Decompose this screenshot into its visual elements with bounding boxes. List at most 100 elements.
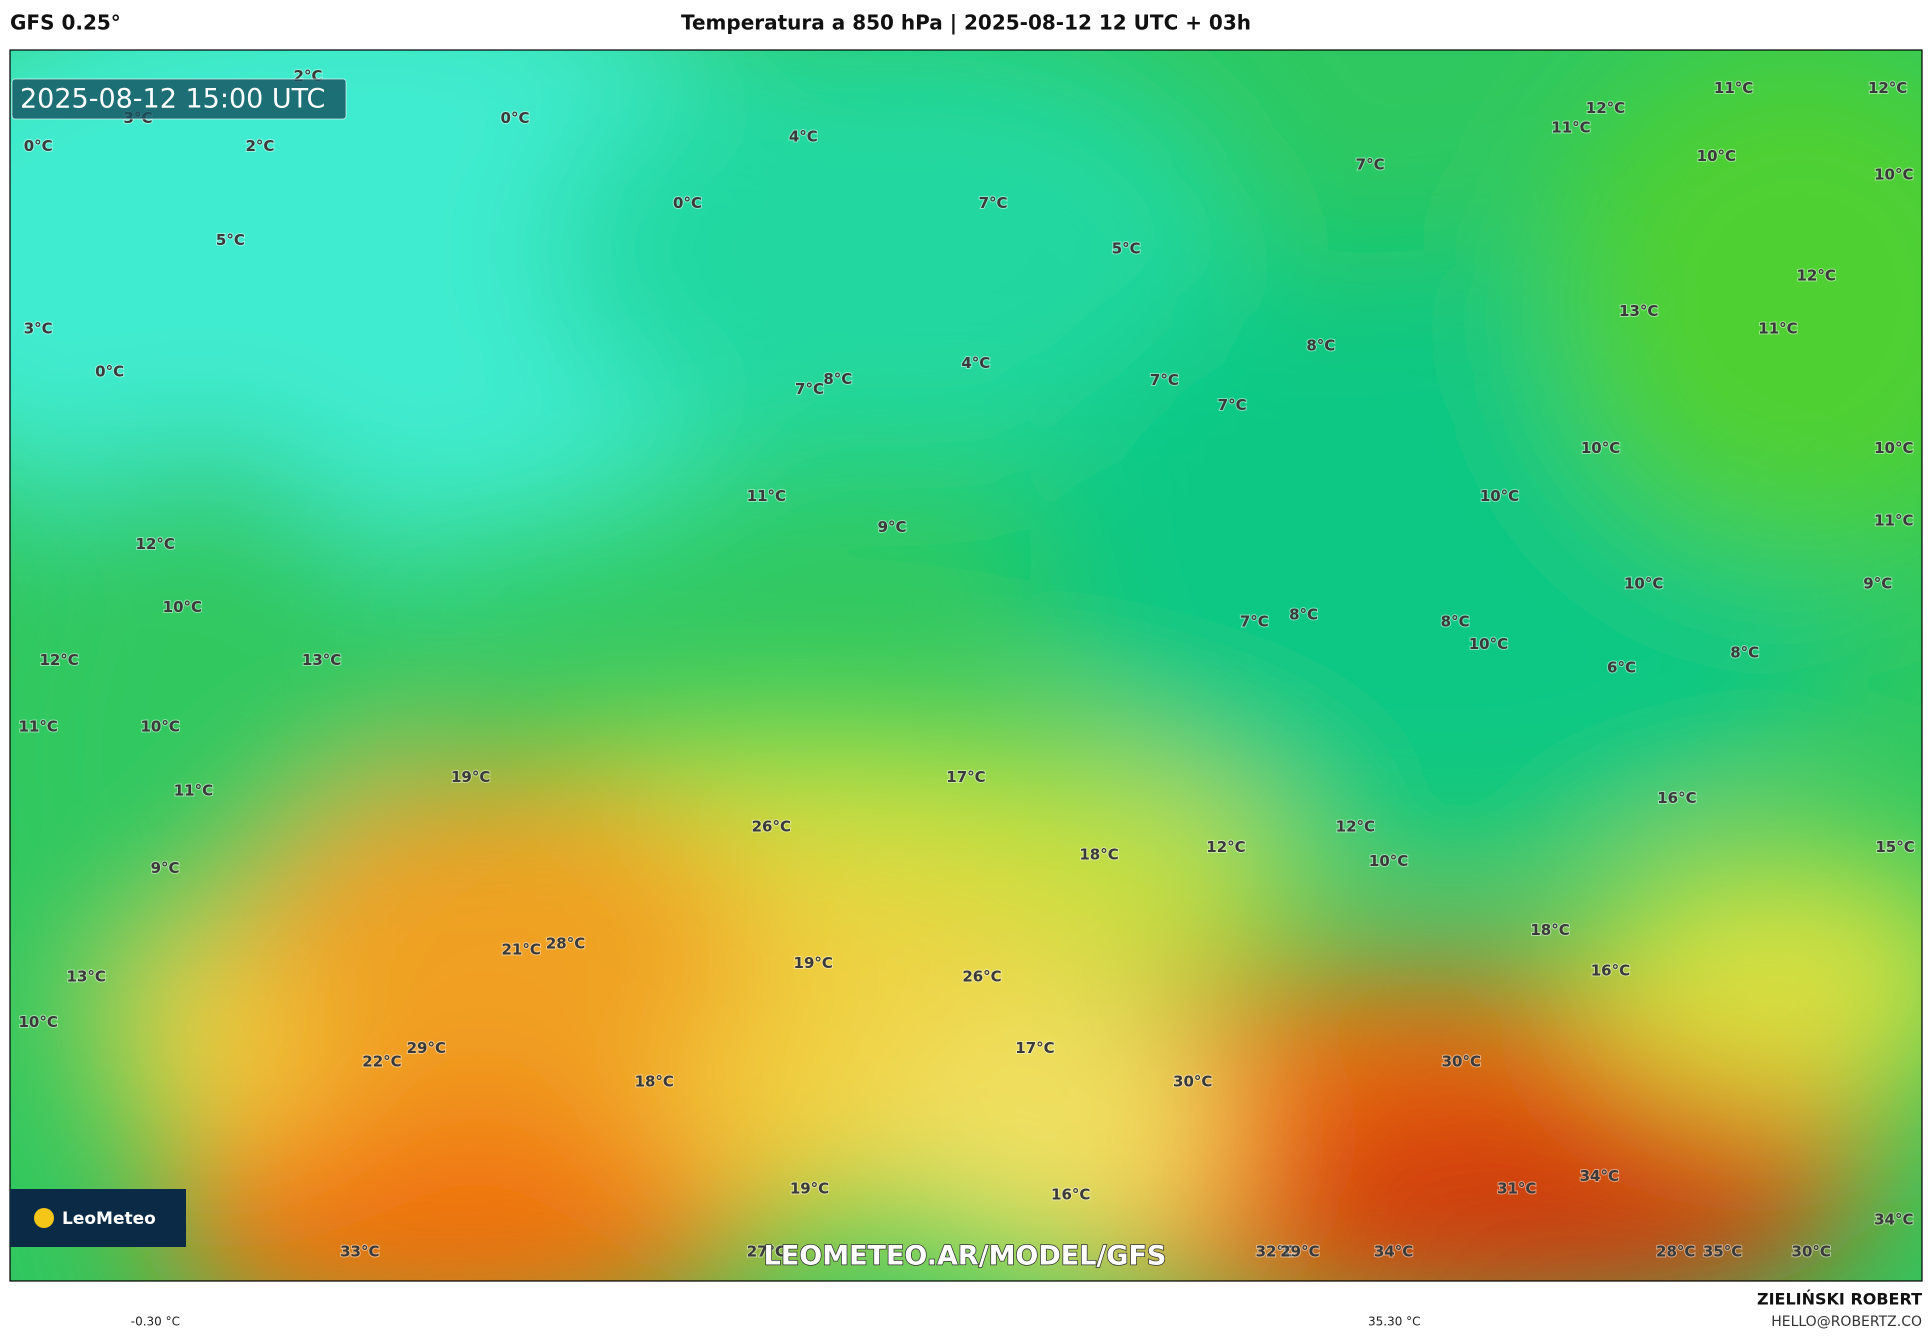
temperature-label: 29°C (407, 1039, 446, 1057)
author: ZIELIŃSKI ROBERT (1757, 1290, 1922, 1309)
temperature-label: 16°C (1657, 789, 1696, 807)
temperature-label: 7°C (979, 194, 1008, 212)
temperature-label: 30°C (1442, 1053, 1481, 1071)
temperature-label: 9°C (1863, 575, 1892, 593)
temperature-label: 11°C (19, 717, 58, 735)
temperature-label: 10°C (1697, 147, 1736, 165)
temperature-label: 16°C (1051, 1186, 1090, 1204)
temperature-label: 18°C (1530, 921, 1569, 939)
temperature-label: 30°C (1792, 1242, 1831, 1260)
temperature-label: 0°C (501, 109, 530, 127)
temperature-label: 13°C (302, 651, 341, 669)
temperature-label: 4°C (789, 127, 818, 145)
logo-sun (34, 1208, 54, 1228)
temperature-label: 5°C (216, 231, 245, 249)
temperature-label: 22°C (362, 1053, 401, 1071)
temperature-label: 10°C (1874, 439, 1913, 457)
timestamp-box (11, 78, 347, 120)
temperature-labels: 2°C3°C0°C0°C2°C4°C0°C7°C7°C5°C5°C3°C0°C4… (18, 66, 1916, 1261)
temperature-label: 18°C (1079, 846, 1118, 864)
temperature-label: 12°C (1336, 817, 1375, 835)
temperature-label: 8°C (1306, 337, 1335, 355)
field-max: 35.30 °C (1368, 1315, 1421, 1329)
temperature-label: 12°C (136, 535, 175, 553)
temperature-label: 8°C (1441, 613, 1470, 631)
watermark: LEOMETEO.AR/MODEL/GFS (764, 1241, 1167, 1272)
temperature-label: 10°C (163, 598, 202, 616)
temperature-label: 28°C (1656, 1242, 1695, 1260)
temperature-label: 31°C (1497, 1180, 1536, 1198)
temperature-label: 12°C (1868, 79, 1907, 97)
temperature-label: 7°C (1218, 396, 1247, 414)
temperature-label: 19°C (794, 954, 833, 972)
temperature-label: 15°C (1875, 838, 1914, 856)
temperature-label: 7°C (1150, 371, 1179, 389)
map-frame (9, 49, 1923, 1282)
temperature-label: 5°C (1112, 239, 1141, 257)
temperature-label: 12°C (1796, 267, 1835, 285)
temperature-label: 34°C (1580, 1167, 1619, 1185)
temperature-label: 11°C (1714, 79, 1753, 97)
temperature-label: 6°C (1607, 658, 1636, 676)
temperature-label: 10°C (140, 717, 179, 735)
field-min: -0.30 °C (131, 1315, 180, 1329)
temperature-label: 10°C (19, 1013, 58, 1031)
temperature-label: 10°C (1480, 487, 1519, 505)
temperature-label: 17°C (1015, 1039, 1054, 1057)
temperature-label: 3°C (24, 319, 53, 337)
temperature-label: 7°C (1356, 156, 1385, 174)
temperature-label: 21°C (502, 940, 541, 958)
temperature-label: 0°C (24, 137, 53, 155)
temperature-label: 26°C (962, 968, 1001, 986)
temperature-label: 34°C (1874, 1210, 1913, 1228)
temperature-label: 12°C (1206, 838, 1245, 856)
temperature-label: 30°C (1173, 1072, 1212, 1090)
temperature-label: 35°C (1703, 1242, 1742, 1260)
temperature-label: 13°C (1619, 302, 1658, 320)
temperature-label: 17°C (946, 768, 985, 786)
temperature-label: 19°C (790, 1180, 829, 1198)
temperature-label: 0°C (673, 194, 702, 212)
temperature-label: 10°C (1469, 635, 1508, 653)
temperature-label: 11°C (1758, 319, 1797, 337)
temperature-label: 10°C (1624, 575, 1663, 593)
temperature-label: 10°C (1874, 165, 1913, 183)
temperature-label: 11°C (1874, 512, 1913, 530)
temperature-label: 0°C (95, 363, 124, 381)
temperature-label: 7°C (795, 380, 824, 398)
temperature-label: 12°C (39, 651, 78, 669)
temperature-label: 9°C (878, 518, 907, 536)
temperature-label: 26°C (752, 817, 791, 835)
temperature-label: 8°C (823, 370, 852, 388)
temperature-label: 16°C (1591, 961, 1630, 979)
temperature-label: 13°C (67, 968, 106, 986)
temperature-label: 11°C (174, 782, 213, 800)
temperature-label: 28°C (546, 934, 585, 952)
temperature-label: 33°C (340, 1242, 379, 1260)
temperature-label: 2°C (246, 137, 275, 155)
temperature-label: 4°C (961, 354, 990, 372)
temperature-label: 27°C (747, 1242, 786, 1260)
temperature-label: 10°C (1581, 439, 1620, 457)
temperature-label: 29°C (1280, 1242, 1319, 1260)
temperature-label: 9°C (151, 859, 180, 877)
email: HELLO@ROBERTZ.CO (1771, 1314, 1922, 1330)
temperature-label: 8°C (1289, 605, 1318, 623)
temperature-label: 12°C (1586, 99, 1625, 117)
temperature-label: 11°C (747, 487, 786, 505)
timestamp: 2025-08-12 15:00 UTC (20, 84, 325, 115)
temperature-label: 10°C (1369, 852, 1408, 870)
title: Temperatura a 850 hPa | 2025-08-12 12 UT… (681, 11, 1251, 35)
temperature-label: 34°C (1374, 1242, 1413, 1260)
temperature-label: 11°C (1551, 119, 1590, 137)
temperature-label: 7°C (1240, 613, 1269, 631)
logo-text: LeoMeteo (62, 1209, 156, 1229)
temperature-label: 19°C (451, 768, 490, 786)
temperature-label: 18°C (635, 1072, 674, 1090)
model-name: GFS 0.25° (10, 11, 121, 35)
temperature-label: 32°C (1256, 1242, 1295, 1260)
temperature-label: 8°C (1730, 644, 1759, 662)
